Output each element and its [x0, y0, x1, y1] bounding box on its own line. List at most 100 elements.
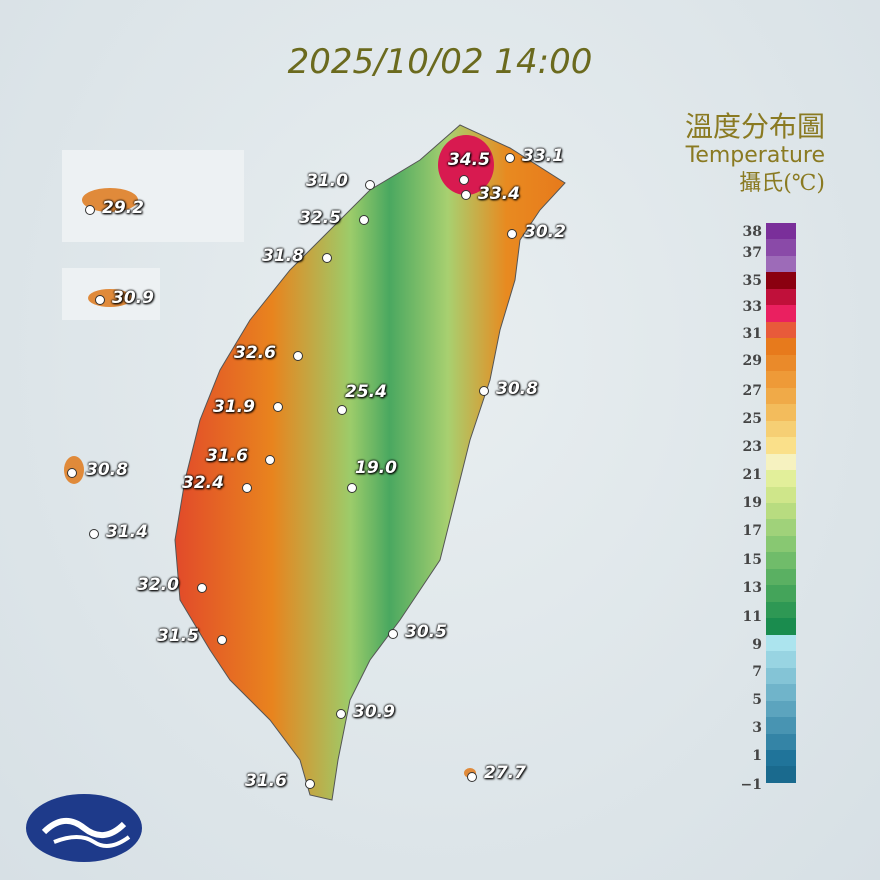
- legend-tick-label: 11: [742, 609, 762, 625]
- station-temperature-label: 30.8: [86, 460, 128, 480]
- legend-tick-label: −1: [740, 777, 762, 793]
- station-temperature-label: 30.9: [112, 288, 154, 308]
- station-dot: [507, 229, 517, 239]
- station-dot: [265, 455, 275, 465]
- legend-swatch: [766, 437, 796, 454]
- station-temperature-label: 32.4: [182, 473, 224, 493]
- color-scale-bar: [766, 223, 796, 783]
- station-dot: [336, 709, 346, 719]
- station-temperature-label: 31.0: [306, 171, 348, 191]
- legend-swatch: [766, 585, 796, 602]
- station-temperature-label: 31.5: [157, 626, 199, 646]
- legend-tick-label: 13: [742, 580, 762, 596]
- legend-tick-label: 37: [742, 245, 762, 261]
- station-temperature-label: 32.0: [137, 575, 179, 595]
- legend-swatch: [766, 535, 796, 553]
- station-dot: [85, 205, 95, 215]
- legend-tick-label: 5: [752, 692, 762, 708]
- station-temperature-label: 33.4: [478, 184, 520, 204]
- legend-tick-label: 29: [742, 353, 762, 369]
- station-temperature-label: 19.0: [355, 458, 397, 478]
- legend-swatch: [766, 667, 796, 685]
- legend-swatch: [766, 272, 796, 289]
- station-dot: [467, 772, 477, 782]
- legend-swatch: [766, 239, 796, 256]
- legend-swatch: [766, 519, 796, 536]
- legend-swatch: [766, 634, 796, 652]
- legend-tick-label: 31: [742, 326, 762, 342]
- legend-swatch: [766, 453, 796, 471]
- map-timestamp: 2025/10/02 14:00: [287, 42, 593, 82]
- station-temperature-label: 33.1: [522, 146, 564, 166]
- station-dot: [359, 215, 369, 225]
- station-dot: [322, 253, 332, 263]
- legend-swatch: [766, 486, 796, 503]
- station-dot: [217, 635, 227, 645]
- legend-swatch: [766, 750, 796, 767]
- station-temperature-label: 30.2: [524, 222, 566, 242]
- legend-swatch: [766, 321, 796, 339]
- taiwan-island: [174, 124, 566, 801]
- legend-swatch: [766, 700, 796, 718]
- station-dot: [479, 386, 489, 396]
- station-temperature-label: 30.9: [353, 702, 395, 722]
- legend-swatch: [766, 404, 796, 421]
- legend-swatch: [766, 305, 796, 322]
- legend-tick-label: 35: [742, 273, 762, 289]
- legend-swatch: [766, 618, 796, 635]
- station-dot: [67, 468, 77, 478]
- legend-tick-label: 25: [742, 411, 762, 427]
- legend-title-zh: 溫度分布圖: [684, 110, 825, 143]
- legend-swatch: [766, 371, 796, 388]
- kinmen-island: [82, 188, 138, 212]
- station-dot: [95, 295, 105, 305]
- legend-tick-label: 27: [742, 383, 762, 399]
- station-temperature-label: 32.6: [234, 343, 276, 363]
- station-temperature-label: 30.5: [405, 622, 447, 642]
- cwa-logo: [26, 794, 142, 862]
- station-dot: [388, 629, 398, 639]
- legend-swatch: [766, 338, 796, 355]
- legend-swatch: [766, 568, 796, 586]
- legend-swatch: [766, 288, 796, 306]
- legend-swatch: [766, 470, 796, 487]
- legend-tick-label: 21: [742, 467, 762, 483]
- station-dot: [305, 779, 315, 789]
- legend-tick-label: 1: [752, 748, 762, 764]
- station-dot: [89, 529, 99, 539]
- legend-tick-label: 23: [742, 439, 762, 455]
- legend-swatch: [766, 552, 796, 569]
- legend-swatch: [766, 223, 796, 240]
- legend-tick-label: 17: [742, 523, 762, 539]
- legend-swatch: [766, 684, 796, 701]
- legend-tick-label: 15: [742, 552, 762, 568]
- legend-swatch: [766, 255, 796, 273]
- station-dot: [197, 583, 207, 593]
- legend-tick-label: 3: [752, 720, 762, 736]
- station-dot: [337, 405, 347, 415]
- station-dot: [273, 402, 283, 412]
- legend-unit: 攝氏(℃): [739, 171, 825, 196]
- station-dot: [347, 483, 357, 493]
- station-temperature-label: 25.4: [345, 382, 387, 402]
- legend-swatch: [766, 717, 796, 734]
- station-temperature-label: 32.5: [299, 208, 341, 228]
- legend-title-en: Temperature: [685, 143, 825, 168]
- station-temperature-label: 31.6: [206, 446, 248, 466]
- legend-swatch: [766, 420, 796, 438]
- station-temperature-label: 31.4: [106, 522, 148, 542]
- legend-swatch: [766, 766, 796, 783]
- legend-swatch: [766, 601, 796, 619]
- station-temperature-label: 31.8: [262, 246, 304, 266]
- station-dot: [461, 190, 471, 200]
- legend-swatch: [766, 733, 796, 750]
- station-temperature-label: 29.2: [102, 198, 144, 218]
- station-dot: [505, 153, 515, 163]
- legend-tick-label: 7: [752, 664, 762, 680]
- station-temperature-label: 27.7: [484, 763, 526, 783]
- legend-title: 溫度分布圖 Temperature 攝氏(℃): [685, 110, 825, 200]
- station-dot: [293, 351, 303, 361]
- station-temperature-label: 31.9: [213, 397, 255, 417]
- legend-tick-label: 33: [742, 299, 762, 315]
